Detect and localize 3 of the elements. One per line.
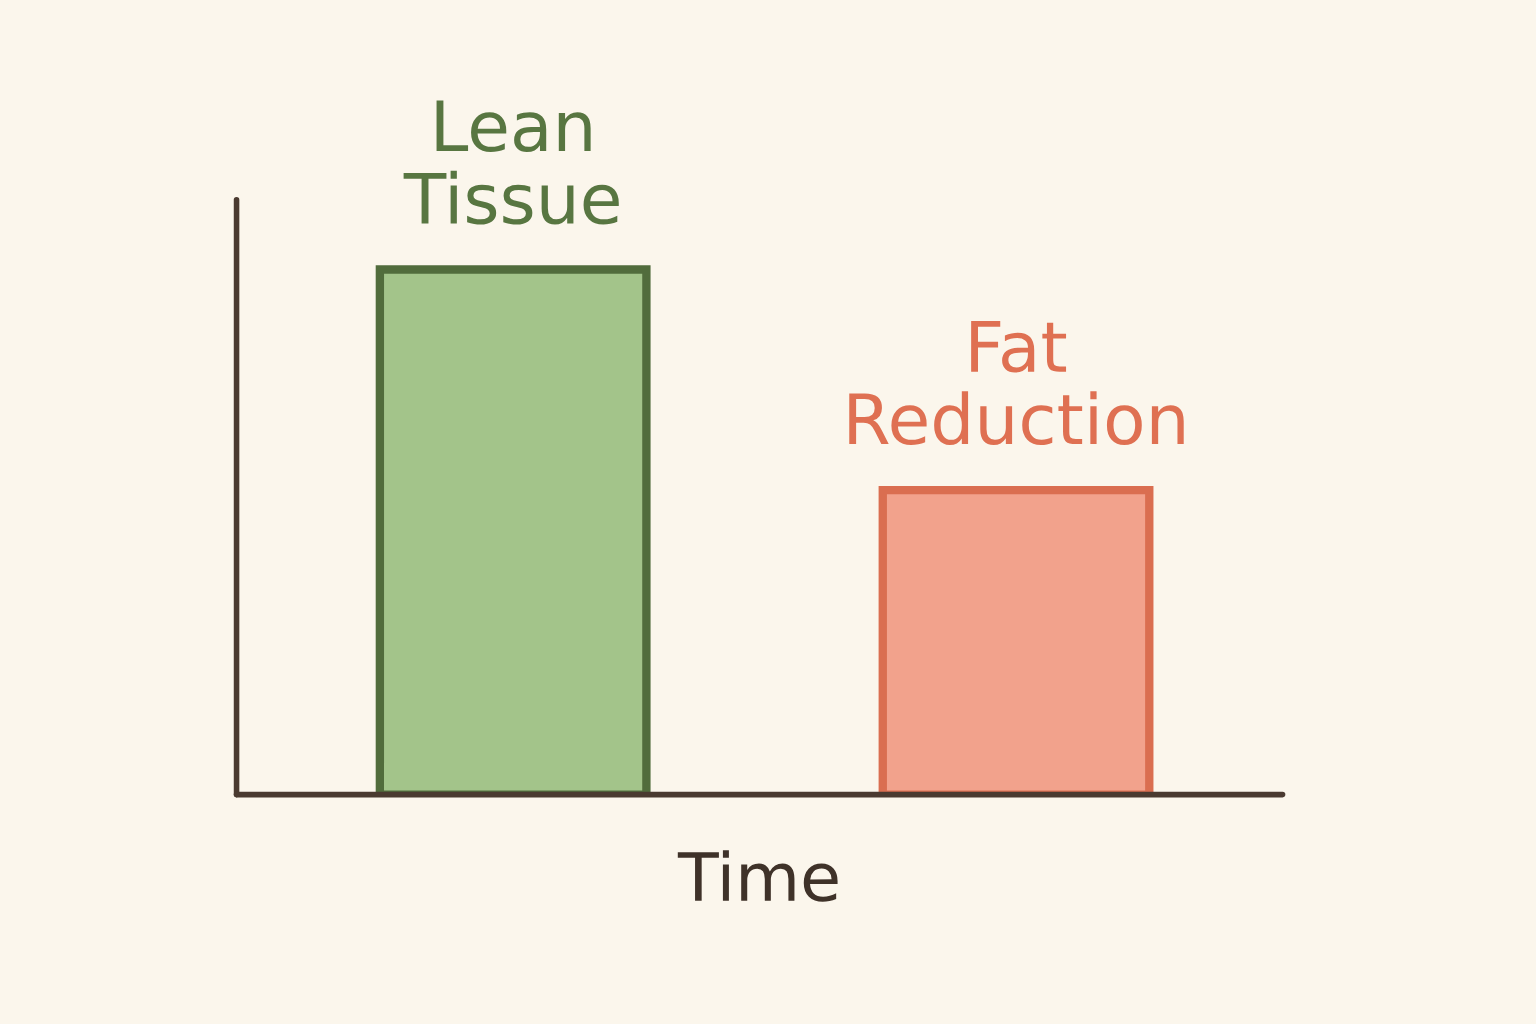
x-axis-title: Time [677, 850, 838, 902]
x-tick-label: Lean Tissue [403, 100, 619, 225]
x-tick-label: Fat Reduction [849, 321, 1184, 446]
